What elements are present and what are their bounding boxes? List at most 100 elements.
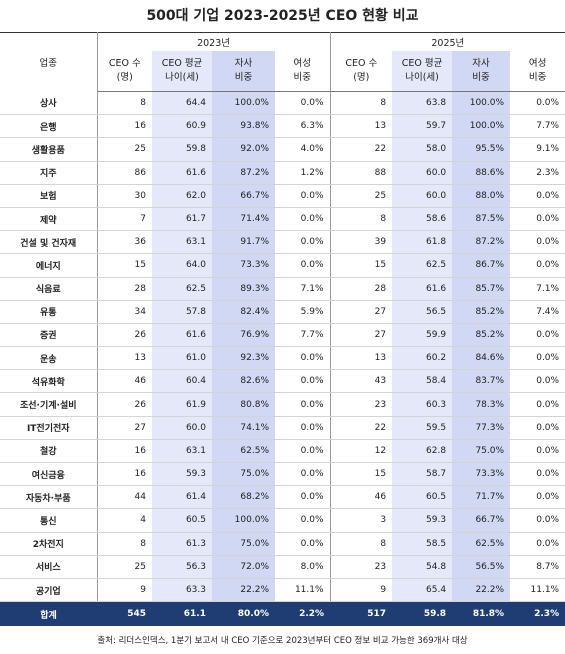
value-cell: 60.5: [392, 485, 453, 510]
value-cell: 5.9%: [275, 300, 331, 324]
row: 공기업 9 63.3 22.2% 11.1% 9 65.4 22.2% 11.1%: [0, 578, 565, 603]
value-cell: 92.3%: [212, 346, 275, 371]
value-cell: 56.5%: [452, 555, 511, 579]
value-cell: 60.0: [392, 161, 453, 185]
value-cell: 60.3: [392, 392, 453, 417]
value-cell: 59.3: [152, 462, 212, 487]
value-cell: 7.1%: [275, 277, 331, 301]
category-cell: 증권: [0, 323, 98, 348]
value-cell: 26: [97, 323, 152, 348]
row: 제약 7 61.7 71.4% 0.0% 8 58.6 87.5% 0.0%: [0, 207, 565, 232]
value-cell: 93.8%: [212, 114, 275, 139]
row: 통신 4 60.5 100.0% 0.0% 3 59.3 66.7% 0.0%: [0, 508, 565, 533]
row: 건설 및 건자재 36 63.1 91.7% 0.0% 39 61.8 87.2% 0.0%: [0, 230, 565, 255]
category-cell: 상사: [0, 91, 98, 116]
value-cell: 66.7%: [452, 508, 511, 533]
value-cell: 0.0%: [510, 369, 565, 394]
value-cell: 15: [330, 462, 393, 487]
value-cell: 0.0%: [510, 392, 565, 417]
value-cell: 63.3: [152, 578, 212, 603]
header-line: 여성: [528, 58, 547, 69]
value-cell: 61.8: [392, 230, 453, 255]
header-line: CEO 평균: [161, 58, 203, 69]
value-cell: 58.6: [392, 207, 453, 232]
value-cell: 13: [330, 346, 393, 371]
title: 500대 기업 2023-2025년 CEO 현황 비교: [146, 8, 419, 24]
category-cell: 유통: [0, 300, 98, 324]
source-note: 출처: 리더스인덱스, 1분기 보고서 내 CEO 기준으로 2023년부터 C…: [97, 636, 468, 647]
value-cell: 34: [97, 300, 152, 324]
value-cell: 85.2%: [452, 300, 511, 324]
value-cell: 22: [330, 416, 393, 440]
value-cell: 86.7%: [452, 253, 511, 278]
value-cell: 0.0%: [510, 207, 565, 232]
value-cell: 23: [330, 555, 393, 579]
value-cell: 0.0%: [510, 230, 565, 255]
value-cell: 60.4: [152, 369, 212, 394]
value-cell: 8: [97, 532, 152, 556]
value-cell: 8: [330, 207, 393, 232]
value-cell: 15: [330, 253, 393, 278]
value-cell: 62.5%: [452, 532, 511, 556]
value-cell: 65.4: [392, 578, 453, 603]
value-cell: 11.1%: [275, 578, 331, 603]
value-cell: 61.6: [392, 277, 453, 301]
value-cell: 0.0%: [275, 508, 331, 533]
value-cell: 9: [97, 578, 152, 603]
value-cell: 95.5%: [452, 137, 511, 162]
row: 합계 545 61.1 80.0% 2.2% 517 59.8 81.8% 2.3%: [0, 601, 565, 627]
value-cell: 27: [330, 323, 393, 348]
value-cell: 87.5%: [452, 207, 511, 232]
value-cell: 0.0%: [510, 508, 565, 533]
value-cell: 61.9: [152, 392, 212, 417]
row: 자동차·부품 44 61.4 68.2% 0.0% 46 60.5 71.7% 0.0%: [0, 485, 565, 510]
value-cell: 0.0%: [275, 91, 331, 116]
column-header: 자사 비중: [212, 51, 275, 92]
value-cell: 63.8: [392, 91, 453, 116]
category-cell: 서비스: [0, 555, 98, 579]
value-cell: 0.0%: [510, 485, 565, 510]
value-cell: 8: [330, 91, 393, 116]
value-cell: 100.0%: [212, 508, 275, 533]
row: 보험 30 62.0 66.7% 0.0% 25 60.0 88.0% 0.0%: [0, 184, 565, 208]
column-header: 자사 비중: [452, 51, 511, 92]
value-cell: 25: [97, 555, 152, 579]
value-cell: 2.2%: [275, 601, 331, 627]
value-cell: 85.2%: [452, 323, 511, 348]
value-cell: 9: [330, 578, 393, 603]
value-cell: 9.1%: [510, 137, 565, 162]
value-cell: 58.5: [392, 532, 453, 556]
value-cell: 63.1: [152, 439, 212, 464]
value-cell: 61.7: [152, 207, 212, 232]
value-cell: 7.7%: [510, 114, 565, 139]
value-cell: 23: [330, 392, 393, 417]
value-cell: 2.3%: [510, 161, 565, 185]
value-cell: 13: [97, 346, 152, 371]
value-cell: 100.0%: [212, 91, 275, 116]
category-cell: 은행: [0, 114, 98, 139]
value-cell: 77.3%: [452, 416, 511, 440]
column-header: CEO 평균 나이(세): [152, 51, 212, 92]
value-cell: 4.0%: [275, 137, 331, 162]
value-cell: 100.0%: [452, 91, 511, 116]
value-cell: 75.0%: [212, 462, 275, 487]
row: 서비스 25 56.3 72.0% 8.0% 23 54.8 56.5% 8.7%: [0, 555, 565, 579]
value-cell: 71.4%: [212, 207, 275, 232]
value-cell: 83.7%: [452, 369, 511, 394]
value-cell: 66.7%: [212, 184, 275, 208]
category-cell: 철강: [0, 439, 98, 464]
value-cell: 100.0%: [452, 114, 511, 139]
row: 식음료 28 62.5 89.3% 7.1% 28 61.6 85.7% 7.1%: [0, 277, 565, 301]
category-cell: 에너지: [0, 253, 98, 278]
value-cell: 86: [97, 161, 152, 185]
header-line: 비중: [234, 72, 253, 83]
row: 운송 13 61.0 92.3% 0.0% 13 60.2 84.6% 0.0%: [0, 346, 565, 371]
value-cell: 68.2%: [212, 485, 275, 510]
value-cell: 84.6%: [452, 346, 511, 371]
category-cell: 합계: [0, 601, 97, 627]
value-cell: 36: [97, 230, 152, 255]
category-cell: 공기업: [0, 578, 98, 603]
value-cell: 27: [330, 300, 393, 324]
value-cell: 72.0%: [212, 555, 275, 579]
